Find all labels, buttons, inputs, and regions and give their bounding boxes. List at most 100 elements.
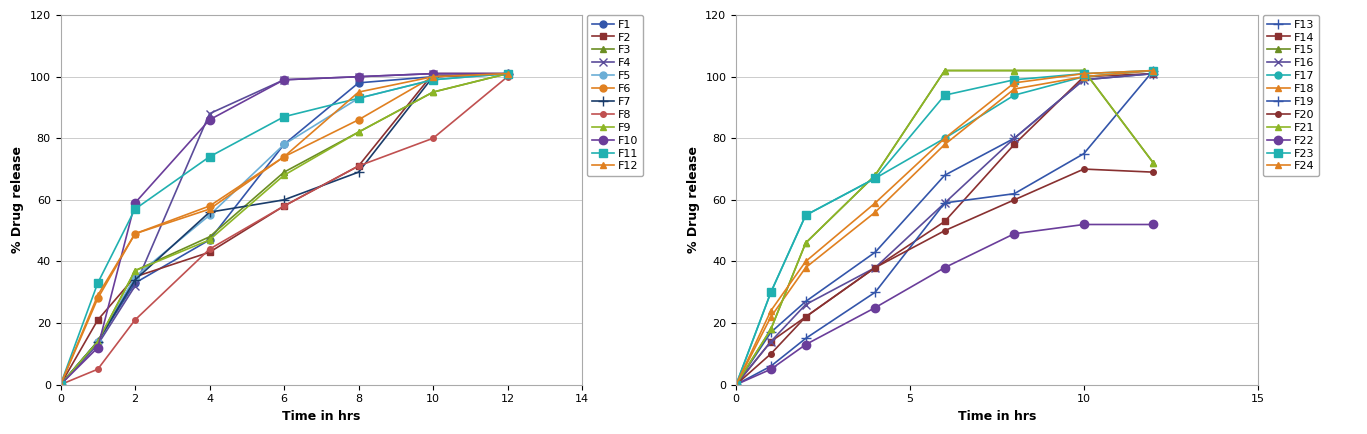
F8 (425, 136, 442, 141)
F17 (1006, 92, 1023, 98)
F24 (763, 308, 779, 313)
Line: F9: F9 (57, 70, 511, 388)
F2 (276, 204, 293, 209)
F10 (52, 382, 68, 387)
Line: F16: F16 (731, 69, 1158, 389)
F22 (1146, 222, 1162, 227)
F20 (1076, 167, 1092, 172)
Line: F1: F1 (57, 70, 511, 388)
F8 (350, 163, 366, 168)
F3 (127, 268, 144, 273)
F1 (127, 280, 144, 286)
F10 (90, 345, 107, 350)
F3 (425, 89, 442, 95)
F22 (797, 342, 813, 347)
F16 (1146, 71, 1162, 76)
Line: F15: F15 (733, 67, 1156, 388)
X-axis label: Time in hrs: Time in hrs (958, 410, 1036, 423)
F5 (350, 95, 366, 101)
F21 (867, 173, 883, 178)
F23 (867, 176, 883, 181)
Y-axis label: % Drug release: % Drug release (11, 146, 25, 253)
F9 (276, 173, 293, 178)
Line: F7: F7 (56, 69, 513, 389)
F24 (1076, 71, 1092, 76)
F20 (936, 228, 953, 233)
Line: F13: F13 (731, 69, 1158, 389)
F2 (127, 274, 144, 279)
Line: F12: F12 (57, 70, 511, 388)
F2 (201, 250, 217, 255)
F24 (727, 382, 744, 387)
F19 (797, 336, 813, 341)
F18 (1076, 74, 1092, 79)
F18 (1006, 86, 1023, 92)
F18 (1146, 68, 1162, 73)
Line: F21: F21 (733, 67, 1156, 388)
F24 (1146, 68, 1162, 73)
F14 (1076, 74, 1092, 79)
F22 (1076, 222, 1092, 227)
F19 (867, 289, 883, 295)
F19 (936, 201, 953, 206)
Line: F23: F23 (731, 66, 1158, 389)
F21 (1006, 68, 1023, 73)
F11 (127, 207, 144, 212)
Line: F24: F24 (733, 67, 1156, 388)
F14 (936, 219, 953, 224)
F6 (90, 296, 107, 301)
F16 (936, 201, 953, 206)
F14 (797, 314, 813, 319)
F4 (127, 283, 144, 289)
F7 (127, 277, 144, 283)
F9 (425, 89, 442, 95)
F23 (727, 382, 744, 387)
F3 (90, 339, 107, 344)
F7 (350, 170, 366, 175)
F12 (201, 207, 217, 212)
F17 (763, 289, 779, 295)
F5 (201, 213, 217, 218)
F13 (1006, 136, 1023, 141)
F1 (350, 80, 366, 85)
F24 (1006, 80, 1023, 85)
F9 (127, 268, 144, 273)
F14 (763, 339, 779, 344)
F16 (867, 265, 883, 270)
F18 (797, 265, 813, 270)
F6 (425, 74, 442, 79)
Line: F3: F3 (57, 70, 511, 388)
F11 (201, 154, 217, 159)
F4 (425, 71, 442, 76)
F21 (797, 240, 813, 246)
F22 (867, 305, 883, 310)
F6 (350, 117, 366, 122)
F1 (90, 339, 107, 344)
F12 (425, 74, 442, 79)
F14 (727, 382, 744, 387)
F9 (201, 237, 217, 243)
X-axis label: Time in hrs: Time in hrs (282, 410, 361, 423)
F1 (276, 142, 293, 147)
F2 (425, 71, 442, 76)
F21 (763, 326, 779, 332)
Line: F17: F17 (733, 67, 1156, 388)
F5 (127, 274, 144, 279)
F12 (350, 89, 366, 95)
F8 (127, 317, 144, 322)
F3 (276, 170, 293, 175)
F22 (763, 367, 779, 372)
F3 (350, 129, 366, 135)
F17 (797, 213, 813, 218)
F9 (350, 129, 366, 135)
F12 (90, 293, 107, 298)
F10 (499, 71, 515, 76)
F13 (763, 330, 779, 335)
F15 (797, 240, 813, 246)
F21 (727, 382, 744, 387)
F4 (350, 74, 366, 79)
F8 (90, 367, 107, 372)
F7 (201, 210, 217, 215)
F9 (499, 71, 515, 76)
F12 (127, 231, 144, 237)
